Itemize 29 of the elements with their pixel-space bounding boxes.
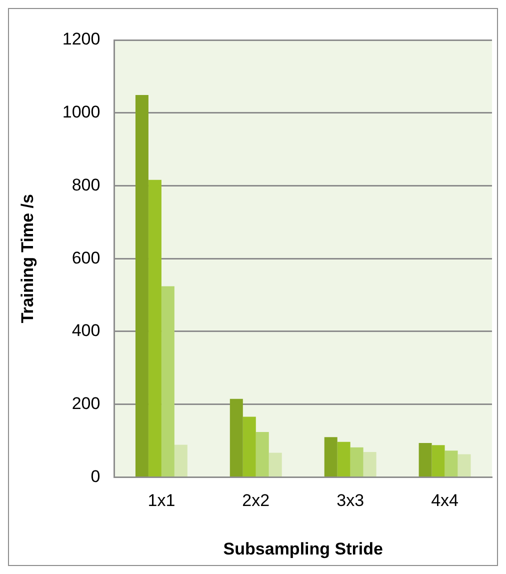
bar — [256, 432, 269, 476]
bar — [432, 445, 445, 476]
y-tick-label: 0 — [90, 466, 100, 486]
bar — [148, 180, 162, 476]
x-tick-label: 3x3 — [336, 491, 364, 510]
bar — [444, 450, 458, 476]
y-tick-label: 1200 — [62, 30, 100, 49]
y-tick-label: 1000 — [62, 102, 100, 122]
bar — [174, 444, 188, 476]
bar — [161, 286, 174, 476]
bar — [242, 416, 256, 476]
x-tick-label: 1x1 — [148, 491, 176, 510]
x-axis-title: Subsampling Stride — [223, 539, 383, 558]
y-tick-label: 800 — [72, 175, 100, 194]
y-tick-label: 400 — [72, 321, 100, 340]
bar — [337, 442, 350, 476]
y-tick-label: 200 — [72, 394, 100, 414]
bar — [363, 452, 376, 476]
y-tick-label: 600 — [72, 248, 100, 268]
x-tick-label: 2x2 — [242, 491, 270, 510]
bar — [135, 95, 148, 476]
bar — [230, 398, 243, 476]
bar — [418, 442, 432, 476]
x-tick-label: 4x4 — [431, 491, 458, 510]
bar — [324, 437, 338, 476]
bar — [350, 447, 364, 476]
bar — [268, 452, 282, 476]
bar — [458, 454, 471, 476]
y-axis-title: Training Time /s — [18, 194, 37, 324]
